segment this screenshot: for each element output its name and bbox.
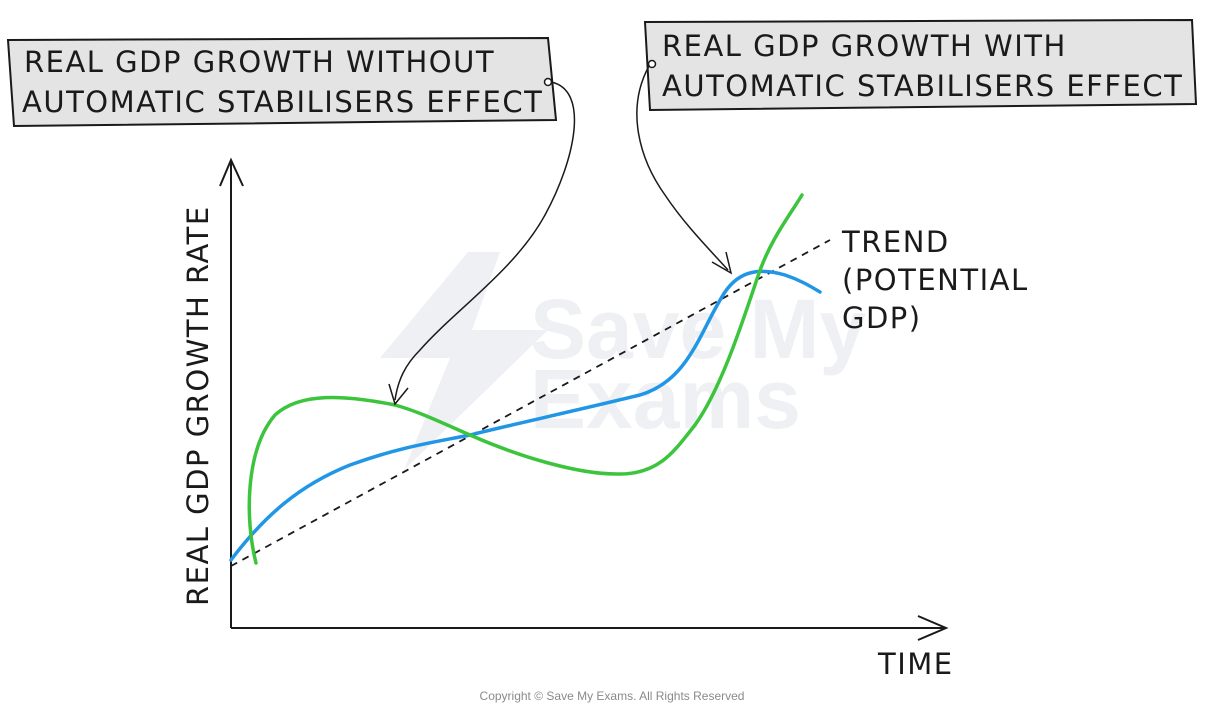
- callout-without-line2: AUTOMATIC STABILISERS EFFECT: [22, 85, 543, 119]
- trend-label-line1: TREND: [841, 225, 950, 259]
- callout-with-arrow: [636, 65, 729, 271]
- curve-with-stabilisers: [229, 269, 822, 562]
- callout-without-box: [6, 36, 558, 128]
- x-axis-label: TIME: [877, 647, 954, 681]
- callout-with-anchor: [647, 59, 657, 69]
- callout-with: REAL GDP GROWTH WITH AUTOMATIC STABILISE…: [643, 18, 1198, 112]
- callout-with-line1: REAL GDP GROWTH WITH: [662, 29, 1067, 63]
- callout-without-arrow: [394, 81, 576, 401]
- curve-without-stabilisers: [247, 193, 804, 565]
- callout-without: REAL GDP GROWTH WITHOUT AUTOMATIC STABIL…: [6, 36, 558, 128]
- watermark: Save My Exams: [380, 252, 866, 470]
- y-axis-arrowhead: [219, 157, 244, 187]
- trend-label: TREND (POTENTIAL GDP): [841, 225, 1029, 335]
- callout-with-box: [643, 18, 1198, 112]
- watermark-bolt-icon: [380, 252, 548, 470]
- axes: [219, 157, 949, 641]
- trend-line: [230, 239, 831, 567]
- copyright-text: Copyright © Save My Exams. All Rights Re…: [480, 689, 745, 703]
- callout-without-anchor: [543, 77, 553, 87]
- callout-with-arrowhead: [711, 251, 733, 275]
- callout-with-line2: AUTOMATIC STABILISERS EFFECT: [662, 69, 1183, 103]
- trend-label-line3: GDP): [842, 301, 922, 335]
- callout-without-line1: REAL GDP GROWTH WITHOUT: [24, 45, 495, 79]
- y-axis-label: REAL GDP GROWTH RATE: [181, 205, 215, 606]
- x-axis-arrowhead: [917, 615, 949, 641]
- callout-without-arrowhead: [388, 383, 409, 406]
- trend-label-line2: (POTENTIAL: [842, 263, 1029, 297]
- watermark-line2: Exams: [530, 352, 801, 446]
- watermark-line1: Save My: [530, 282, 866, 376]
